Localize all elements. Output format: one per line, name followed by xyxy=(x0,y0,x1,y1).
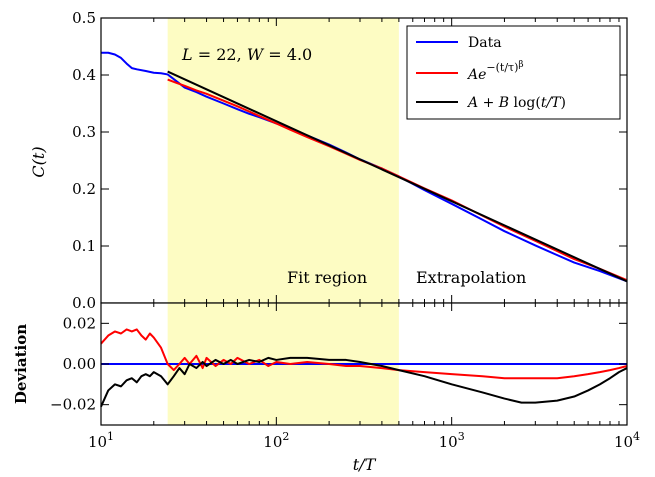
main-ticks-group xyxy=(100,17,628,304)
legend-label-stretched: Ae−(t/τ)β xyxy=(466,60,524,83)
main-ytick-label: 0.5 xyxy=(72,9,96,27)
dev-ytick-label: 0.00 xyxy=(63,355,96,373)
main-ytick-label: 0.1 xyxy=(72,237,96,255)
dev-ytick-label: 0.02 xyxy=(63,314,96,332)
fit-region-label: Fit region xyxy=(287,268,367,287)
dev-ticks-group xyxy=(100,303,628,425)
main-ytick-label: 0.0 xyxy=(72,294,96,312)
dev-y-tick-labels: −0.02 0.00 0.02 xyxy=(50,314,96,413)
x-tick-labels: 101 102 103 104 xyxy=(88,430,640,451)
legend: Data Ae−(t/τ)β A + B log(t/T) xyxy=(406,25,621,120)
main-y-tick-labels: 0.0 0.1 0.2 0.3 0.4 0.5 xyxy=(72,9,96,312)
x-tick-label: 103 xyxy=(439,430,465,451)
x-axis-label: t/T xyxy=(353,455,377,474)
main-ytick-label: 0.2 xyxy=(72,180,96,198)
legend-label-log: A + B log(t/T) xyxy=(466,95,566,111)
main-ytick-label: 0.4 xyxy=(72,66,96,84)
dev-series-group xyxy=(100,328,628,408)
main-series-group xyxy=(101,51,628,283)
main-ytick-label: 0.3 xyxy=(72,123,96,141)
legend-label-data: Data xyxy=(468,35,502,51)
dev-plot-frame xyxy=(100,302,628,426)
main-panel: 0.00.10.20.30.40.5 C(t) L = 22, W = 4.0 … xyxy=(29,9,628,312)
main-y-axis-label: C(t) xyxy=(29,146,48,177)
extrapolation-label: Extrapolation xyxy=(416,268,526,287)
main-series-line-2 xyxy=(167,70,628,283)
main-series-line-0 xyxy=(101,51,628,283)
params-annotation: L = 22, W = 4.0 xyxy=(181,45,312,64)
x-tick-label: 104 xyxy=(614,430,640,451)
dev-y-axis-label: Deviation xyxy=(12,324,30,404)
dev-series-line-2 xyxy=(100,356,628,408)
dev-series-line-1 xyxy=(100,328,628,380)
x-tick-label: 101 xyxy=(88,430,114,451)
deviation-panel: −0.02 0.00 0.02 101 102 103 104 Deviation t/T xyxy=(12,302,640,474)
dev-ytick-label: −0.02 xyxy=(50,396,96,414)
x-tick-label: 102 xyxy=(263,430,289,451)
